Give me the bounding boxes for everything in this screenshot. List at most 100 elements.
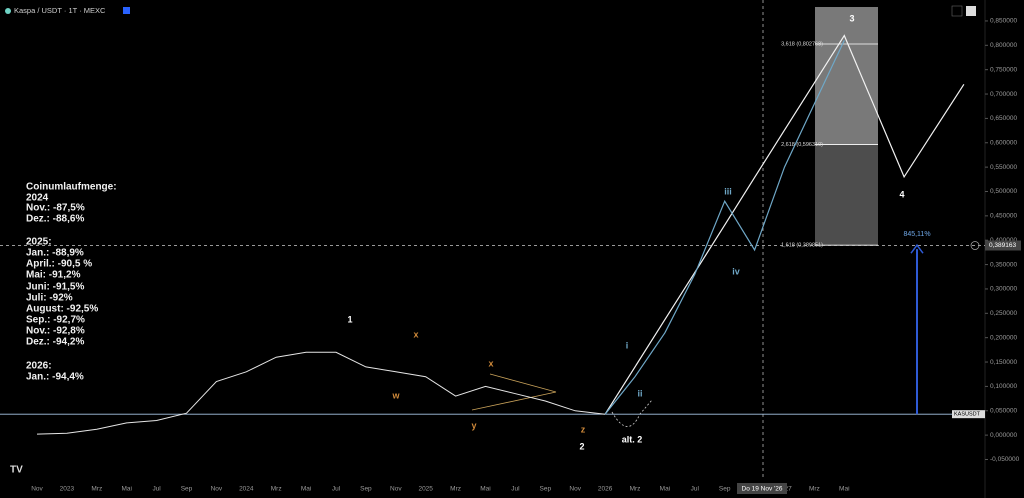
y-tick-label: 0,100000 [990,383,1017,390]
note-line: 2024 [26,193,49,204]
toolbar-button[interactable] [951,5,963,17]
note-line: Jan.: -94,4% [26,372,84,383]
x-tick-label: Jul [332,486,341,493]
x-tick-label: Nov [390,486,402,493]
y-tick-label: 0,050000 [990,407,1017,414]
gain-label: 845,11% [903,231,930,238]
gain-arrow-head [910,243,924,254]
x-tick-label: Nov [211,486,223,493]
x-tick-label: Sep [719,486,731,493]
price-line [36,351,606,435]
toolbar-button[interactable] [966,6,976,16]
x-tick-label: Mai [301,486,311,493]
x-tick-label: Mrz [809,486,820,493]
wave-label: y [471,420,476,430]
y-tick-label: 0,250000 [990,310,1017,317]
price-line [604,40,845,415]
trend-line [489,373,557,393]
x-tick-label: Mai [121,486,131,493]
x-tick-label: Nov [31,486,43,493]
note-line: Sep.: -92,7% [26,315,85,326]
note-line: 2026: [26,361,52,372]
y-tick-label: 0,600000 [990,139,1017,146]
y-tick-label: 0,800000 [990,42,1017,49]
y-tick-label: 0,350000 [990,261,1017,268]
note-line: Nov.: -92,8% [26,326,85,337]
logo: TV [10,465,23,476]
y-tick-label: 0,150000 [990,359,1017,366]
y-tick-label: 0,450000 [990,213,1017,220]
wave-label: 2 [579,441,584,451]
wave-label: x [413,329,418,339]
x-tick-label: Mrz [450,486,461,493]
x-tick-label: Sep [360,486,372,493]
note-line: 2025: [26,237,52,248]
y-tick-label: 0,500000 [990,188,1017,195]
y-tick-label: 0,750000 [990,66,1017,73]
x-tick-label: Mai [660,486,670,493]
x-tick-label: Mai [480,486,490,493]
wave-label: iv [732,266,740,276]
x-tick-label: Sep [540,486,552,493]
x-tick-label: Jul [152,486,161,493]
x-tick-label: Mai [839,486,849,493]
wave-label: x [488,358,493,368]
note-line: Nov.: -87,5% [26,203,85,214]
x-tick-label: 2023 [60,486,75,493]
fib-label: 1,618 (0,389851) [781,243,823,249]
wave-label: 4 [899,189,904,199]
crosshair-price-box [985,240,1021,251]
badge [123,7,130,14]
fib-label: 2,618 (0,596310) [781,142,823,148]
x-tick-label: Sep [181,486,193,493]
last-price-name: KASUSDT [954,412,981,418]
y-tick-label: 0,000000 [990,432,1017,439]
wave-label: 1 [347,314,352,324]
crosshair-date-label: Do 19 Nov '26 [742,486,783,493]
wave-label: alt. 2 [622,434,643,444]
y-tick-label: 0,850000 [990,18,1017,25]
x-tick-label: 2024 [239,486,254,493]
trend-line [471,391,557,411]
note-line: Jan.: -88,9% [26,248,84,259]
x-tick-label: Mrz [91,486,102,493]
note-line: April.: -90,5 % [26,259,92,270]
x-tick-label: 2026 [598,486,613,493]
fib-label: 3,618 (0,802768) [781,41,823,47]
wave-label: i [626,340,629,350]
x-tick-label: Jul [691,486,700,493]
note-line: Dez.: -94,2% [26,337,84,348]
fib-zone [815,7,878,145]
y-tick-label: 0,200000 [990,334,1017,341]
crosshair-button [970,241,980,250]
x-tick-label: Jul [511,486,520,493]
crosshair-date-box [737,483,787,494]
y-tick-label: 0,700000 [990,91,1017,98]
price-line [604,34,965,415]
crosshair-price-label: 0,389163 [989,242,1016,249]
x-tick-label: Mrz [271,486,282,493]
note-line: Juni: -91,5% [26,282,84,293]
note-line: Juli: -92% [26,293,73,304]
y-tick-label: -0,050000 [990,456,1020,463]
chart-title: Kaspa / USDT · 1T · MEXC [14,6,106,15]
wave-label: w [391,390,400,400]
x-tick-label: Mrz [630,486,641,493]
x-tick-label: Nov [569,486,581,493]
y-tick-label: 0,300000 [990,286,1017,293]
y-tick-label: 0,400000 [990,237,1017,244]
wave-label: z [581,424,586,434]
wave-label: ii [637,388,642,398]
note-line: Dez.: -88,6% [26,214,84,225]
x-tick-label: 2025 [418,486,433,493]
note-line: August: -92,5% [26,304,98,315]
wave-label: iii [724,186,732,196]
fib-zone [815,144,878,246]
last-price-box [952,410,985,419]
y-tick-label: 0,550000 [990,164,1017,171]
wave-label: 3 [849,13,854,23]
note-line: Coinumlaufmenge: [26,182,117,193]
note-line: Mai: -91,2% [26,270,81,281]
symbol-icon [5,8,11,14]
